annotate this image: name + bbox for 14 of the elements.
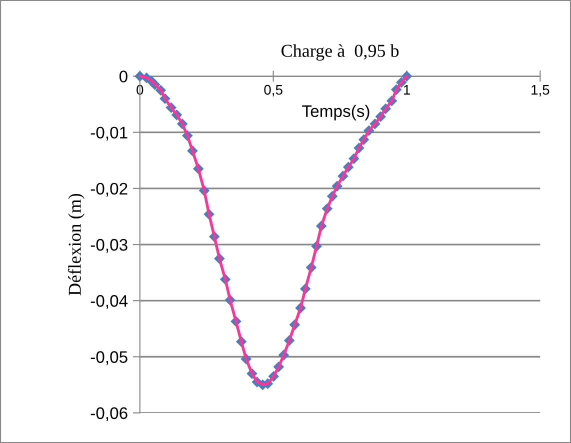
y-tick-label: -0,01 bbox=[90, 126, 128, 140]
y-tick-label: -0,06 bbox=[90, 407, 128, 422]
chart-title: Charge à 0,95 b bbox=[282, 44, 399, 61]
x-axis-title: Temps(s) bbox=[302, 104, 370, 120]
x-tick-label: 1 bbox=[404, 85, 410, 95]
y-tick-label: -0,05 bbox=[90, 351, 128, 365]
x-tick-label: 0 bbox=[136, 84, 144, 95]
y-tick-label: -0,02 bbox=[90, 182, 128, 197]
x-tick-label: 1,5 bbox=[532, 85, 550, 96]
x-tick-label: 0,5 bbox=[264, 84, 282, 96]
y-tick-label: -0,04 bbox=[90, 295, 128, 309]
y-tick-label: -0,03 bbox=[90, 238, 128, 253]
y-tick-label: 0 bbox=[119, 70, 128, 82]
y-axis-title: Déflexion (m) bbox=[68, 194, 85, 296]
